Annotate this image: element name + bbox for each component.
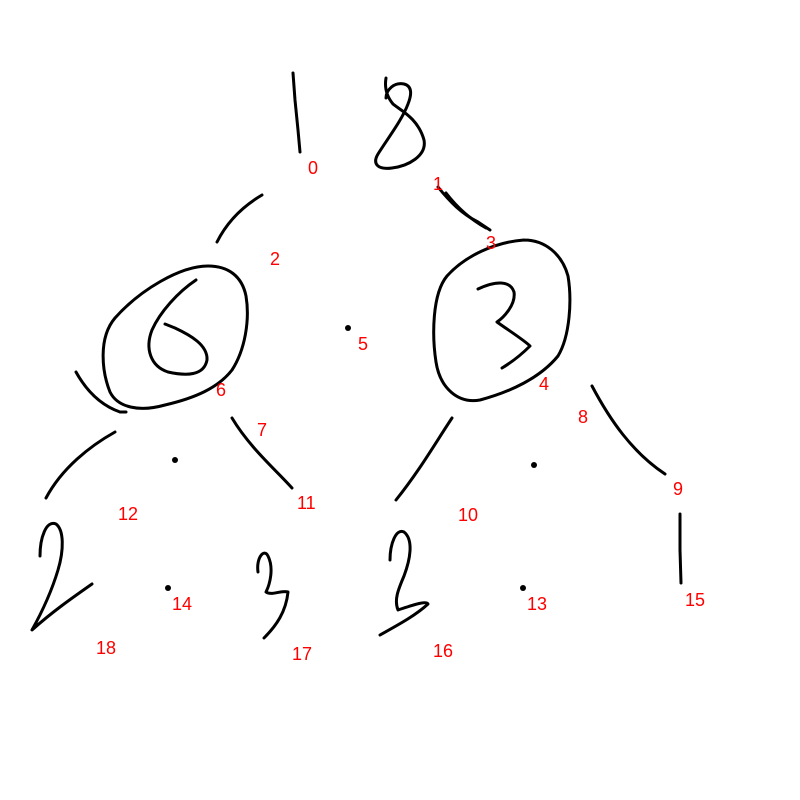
stroke-edge-left-left (44, 430, 117, 500)
stroke-edge-right-down (678, 512, 683, 585)
dot-mark-10 (531, 462, 537, 468)
label-6: 6 (216, 380, 226, 400)
label-8: 8 (578, 407, 588, 427)
label-7: 7 (257, 420, 267, 440)
stroke-right-node-circle (432, 238, 572, 403)
label-13: 13 (527, 594, 547, 614)
dot-mark-14 (165, 585, 171, 591)
stroke-digit-two-center (378, 529, 430, 637)
label-17: 17 (292, 644, 312, 664)
label-5: 5 (358, 334, 368, 354)
stroke-edge-left-right (230, 416, 294, 490)
label-2: 2 (270, 249, 280, 269)
dot-mark-5 (345, 325, 351, 331)
label-12: 12 (118, 504, 138, 524)
stroke-edge-right-left (394, 416, 454, 502)
stroke-left-node-tail (74, 370, 128, 414)
label-3: 3 (486, 233, 496, 253)
stroke-digit-six (147, 278, 209, 376)
stroke-left-node-circle (101, 264, 249, 410)
stroke-edge-root-left (215, 193, 264, 244)
stroke-digit-one (291, 71, 302, 154)
label-11: 11 (297, 493, 316, 513)
dot-mark-13 (520, 585, 526, 591)
label-16: 16 (433, 641, 453, 661)
label-1: 1 (433, 174, 443, 194)
stroke-edge-root-right-2 (444, 191, 488, 230)
stroke-edge-right-right (590, 384, 667, 476)
label-15: 15 (685, 590, 705, 610)
label-0: 0 (308, 158, 318, 178)
label-4: 4 (539, 374, 549, 394)
dot-mark-12 (172, 457, 178, 463)
label-14: 14 (172, 594, 192, 614)
stroke-digit-three-leaf (256, 551, 290, 640)
label-9: 9 (673, 479, 683, 499)
stroke-digit-eight (374, 76, 426, 170)
label-10: 10 (458, 505, 478, 525)
stroke-digit-two-left (30, 522, 94, 632)
label-18: 18 (96, 638, 116, 658)
stroke-digit-three (476, 281, 532, 370)
